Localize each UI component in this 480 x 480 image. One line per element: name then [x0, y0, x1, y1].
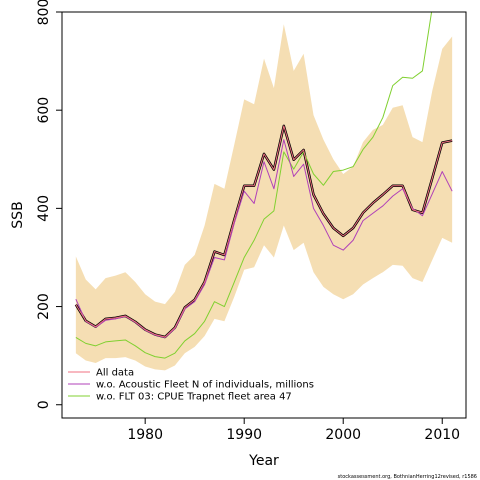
plot-area	[74, 12, 453, 371]
x-tick-label: 2010	[424, 427, 460, 443]
series-line	[75, 12, 433, 359]
plot-box	[61, 11, 467, 419]
y-axis-title: SSB	[10, 201, 26, 228]
x-tick-label: 2000	[325, 427, 361, 443]
y-tick-label: 0	[36, 400, 52, 409]
y-tick-label: 800	[36, 0, 52, 25]
y-tick-label: 600	[36, 97, 52, 124]
y-tick-label: 200	[36, 293, 52, 320]
series-line	[75, 125, 453, 338]
legend-label: All data	[96, 368, 134, 379]
x-tick-label: 1990	[226, 427, 262, 443]
x-axis-title: Year	[248, 453, 279, 469]
y-tick-label: 400	[36, 195, 52, 222]
legend-label: w.o. FLT 03: CPUE Trapnet fleet area 47	[96, 392, 292, 403]
legend-label: w.o. Acoustic Fleet N of individuals, mi…	[96, 380, 314, 391]
footnote: stockassessment.org, BothnianHerring12re…	[338, 474, 477, 480]
confidence-band	[75, 24, 453, 371]
x-tick-label: 1980	[127, 427, 163, 443]
